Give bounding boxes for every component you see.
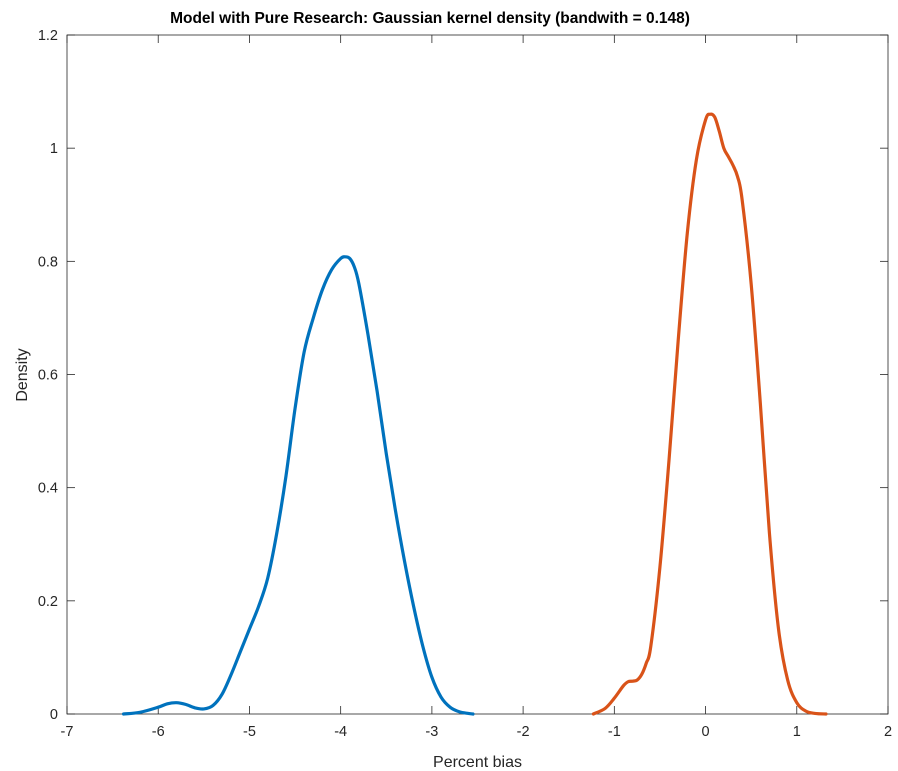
chart-title: Model with Pure Research: Gaussian kerne… bbox=[170, 10, 690, 27]
x-tick-label: 1 bbox=[793, 724, 801, 740]
y-axis-label: Density bbox=[14, 348, 31, 401]
y-tick-label: 0.8 bbox=[38, 254, 58, 270]
plot-area: -7 -6 -5 -4 -3 -2 -1 0 1 2 0 0.2 0.4 0.6 0.8 1 1.2 bbox=[38, 28, 892, 740]
x-tick-label: -1 bbox=[608, 724, 621, 740]
y-tick-label: 1 bbox=[50, 141, 58, 157]
y-tick-label: 0 bbox=[50, 707, 58, 723]
x-tick-label: -5 bbox=[243, 724, 256, 740]
y-tick-label: 1.2 bbox=[38, 28, 58, 44]
x-tick-label: -3 bbox=[425, 724, 438, 740]
x-tick-label: 2 bbox=[884, 724, 892, 740]
x-tick-label: -6 bbox=[152, 724, 165, 740]
x-tick-label: 0 bbox=[702, 724, 710, 740]
axes-box bbox=[66, 34, 889, 715]
x-tick-label: -2 bbox=[517, 724, 530, 740]
y-tick-label: 0.2 bbox=[38, 594, 58, 610]
x-axis-label: Percent bias bbox=[433, 754, 522, 771]
density-curve-2 bbox=[591, 112, 828, 716]
density-curve-1 bbox=[121, 255, 475, 716]
x-tick-label: -7 bbox=[61, 724, 74, 740]
y-tick-label: 0.4 bbox=[38, 481, 58, 497]
y-tick-label: 0.6 bbox=[38, 368, 58, 384]
x-tick-label: -4 bbox=[334, 724, 347, 740]
